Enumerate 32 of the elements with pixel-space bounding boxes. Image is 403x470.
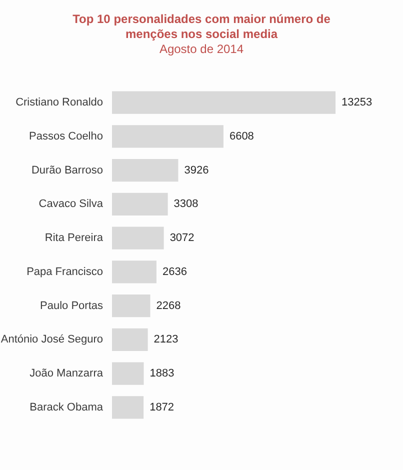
data-label: 3308	[174, 198, 198, 210]
y-tick-label: Cristiano Ronaldo	[16, 96, 103, 109]
bar	[112, 226, 164, 250]
chart-title: Top 10 personalidades com maior número de menções nos social media	[72, 12, 332, 42]
bar	[112, 260, 156, 284]
y-tick-label: Rita Pereira	[44, 232, 104, 244]
y-tick-label: Paulo Portas	[40, 300, 104, 312]
data-label: 2123	[154, 334, 178, 346]
y-tick-label: Passos Coelho	[29, 130, 103, 142]
bar	[112, 294, 150, 318]
bar	[112, 91, 336, 114]
bar	[112, 125, 224, 148]
y-tick-label: António José Seguro	[0, 334, 103, 346]
data-label: 2636	[162, 266, 187, 278]
data-label: 6608	[229, 130, 254, 142]
data-label: 13253	[342, 96, 372, 109]
bar	[112, 396, 144, 419]
data-label: 3072	[170, 232, 194, 244]
y-tick-label: Barack Obama	[30, 401, 104, 414]
chart-subtitle: Agosto de 2014	[158, 42, 245, 57]
y-tick-label: Durão Barroso	[31, 164, 103, 176]
data-label: 1883	[150, 368, 174, 380]
bar	[112, 158, 178, 182]
bar	[112, 362, 144, 385]
y-tick-label: João Manzarra	[30, 368, 104, 380]
data-label: 1872	[150, 401, 174, 414]
y-tick-label: Cavaco Silva	[38, 198, 104, 210]
bar	[112, 192, 168, 216]
y-tick-label: Papa Francisco	[26, 266, 103, 278]
data-label: 3926	[184, 164, 209, 176]
data-label: 2268	[156, 300, 181, 312]
bar	[112, 328, 148, 352]
